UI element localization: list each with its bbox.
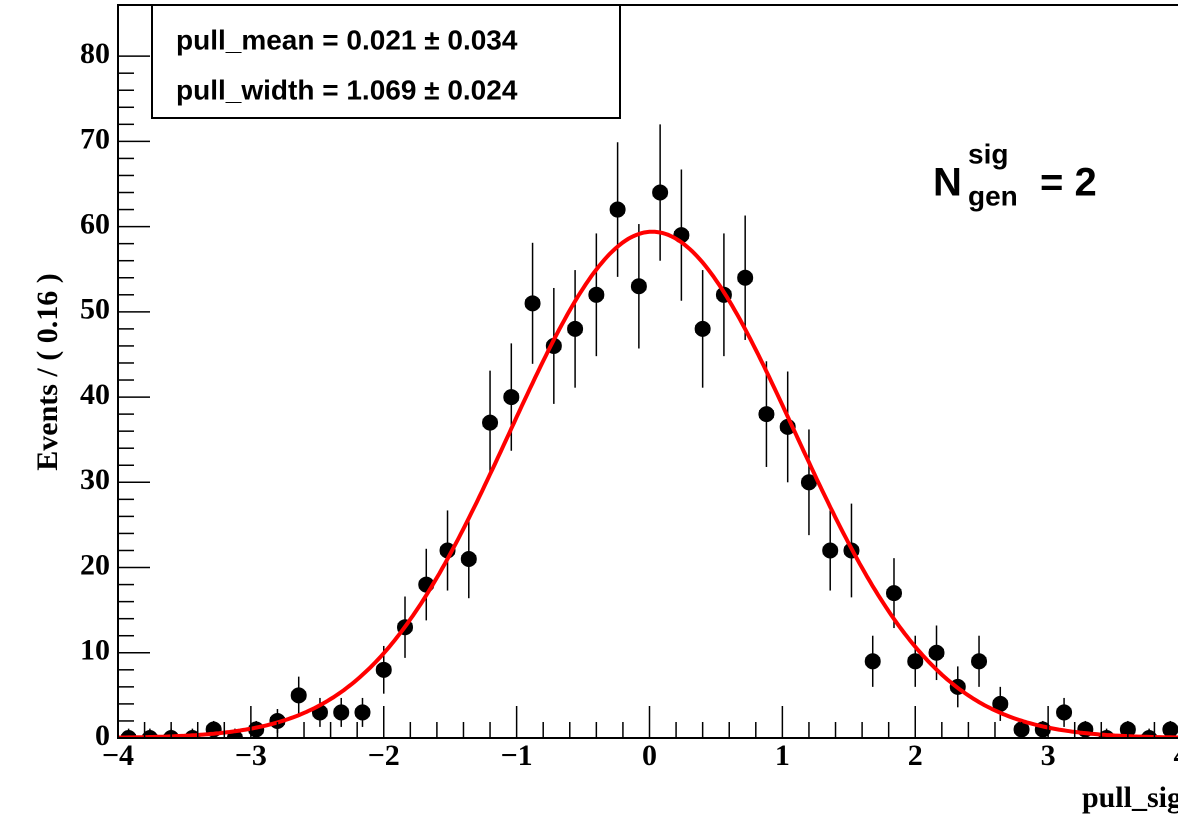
- annotation-sub: gen: [968, 180, 1018, 211]
- data-point: [822, 542, 839, 559]
- data-point: [992, 695, 1009, 712]
- data-point: [630, 278, 647, 295]
- data-point: [1162, 721, 1178, 738]
- data-point: [971, 653, 988, 670]
- y-tick-label: 0: [95, 719, 110, 752]
- y-tick-label: 40: [80, 378, 110, 411]
- data-point: [928, 644, 945, 661]
- y-tick-label: 80: [80, 37, 110, 70]
- data-point: [567, 320, 584, 337]
- x-tick-label: −3: [235, 739, 267, 772]
- x-axis-title: pull_sig: [1082, 781, 1178, 814]
- y-axis-title: Events / ( 0.16 ): [31, 273, 64, 471]
- data-point: [524, 295, 541, 312]
- data-point: [290, 687, 307, 704]
- data-point: [609, 201, 626, 218]
- data-point: [800, 474, 817, 491]
- y-tick-label: 50: [80, 293, 110, 326]
- data-point: [737, 269, 754, 286]
- y-tick-label: 20: [80, 548, 110, 581]
- y-tick-label: 60: [80, 207, 110, 240]
- data-point: [333, 704, 350, 721]
- data-point: [588, 286, 605, 303]
- data-point: [1056, 704, 1073, 721]
- data-point: [503, 389, 520, 406]
- data-point: [885, 585, 902, 602]
- data-point: [375, 661, 392, 678]
- stats-box: [151, 4, 621, 119]
- stats-line: pull_width = 1.069 ± 0.024: [176, 74, 518, 105]
- data-point: [460, 551, 477, 568]
- data-point: [354, 704, 371, 721]
- data-point: [652, 184, 669, 201]
- annotation-base: N: [933, 161, 962, 205]
- x-tick-label: −1: [501, 739, 533, 772]
- x-tick-label: 4: [1174, 739, 1178, 772]
- annotation: N sig gen = 2: [933, 138, 1097, 211]
- y-tick-label: 30: [80, 463, 110, 496]
- x-tick-label: 1: [775, 739, 790, 772]
- x-tick-label: 2: [908, 739, 923, 772]
- y-tick-label: 70: [80, 122, 110, 155]
- x-tick-label: −4: [102, 739, 134, 772]
- data-point: [694, 320, 711, 337]
- x-tick-label: 0: [642, 739, 657, 772]
- plot-area: [118, 124, 1178, 738]
- x-tick-label: −2: [368, 739, 400, 772]
- data-point: [758, 406, 775, 423]
- y-tick-label: 10: [80, 634, 110, 667]
- data-point: [482, 414, 499, 431]
- data-point: [864, 653, 881, 670]
- stats-line: pull_mean = 0.021 ± 0.034: [176, 24, 518, 55]
- x-tick-label: 3: [1041, 739, 1056, 772]
- annotation-sup: sig: [968, 138, 1008, 169]
- fit-curve: [118, 229, 1178, 738]
- annotation-text: = 2: [1040, 161, 1097, 205]
- data-point: [907, 653, 924, 670]
